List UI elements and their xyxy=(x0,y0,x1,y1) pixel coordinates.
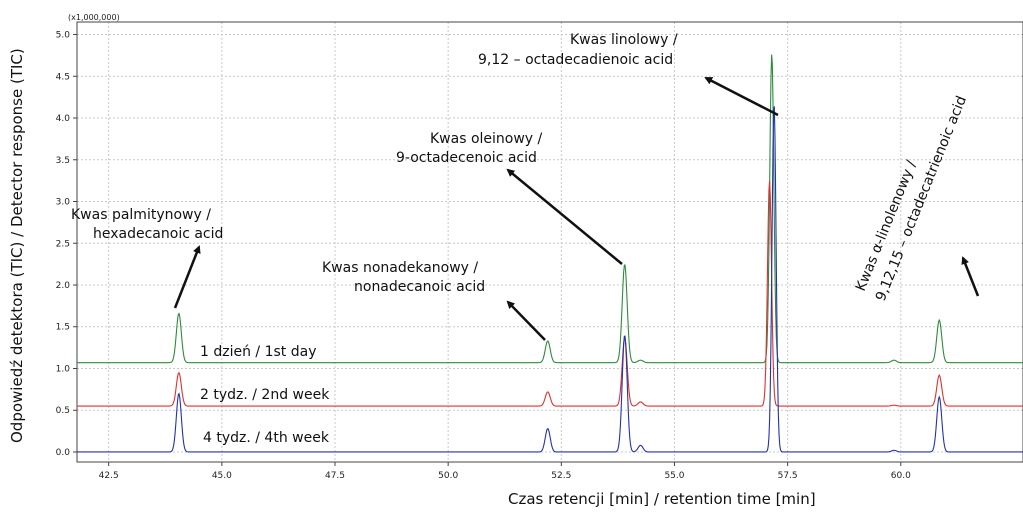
x-tick-label: 60.0 xyxy=(891,471,911,481)
arrow-oleic xyxy=(506,168,623,265)
y-tick-label: 4.5 xyxy=(56,72,70,82)
arrow-linolenic xyxy=(961,256,980,297)
x-axis-ticks: 42.5 45.0 47.5 50.0 52.5 55.0 57.5 60.0 xyxy=(99,462,911,481)
x-tick-label: 50.0 xyxy=(438,471,458,481)
series-label-2nd-week: 2 tydz. / 2nd week xyxy=(200,387,330,403)
y-tick-label: 0.5 xyxy=(56,406,70,416)
series-line-1 xyxy=(77,54,1023,364)
x-tick-label: 57.5 xyxy=(778,471,798,481)
x-tick-label: 45.0 xyxy=(212,471,232,481)
x-tick-label: 42.5 xyxy=(99,471,119,481)
annotation-nonadecanoic-line1: Kwas nonadekanowy / xyxy=(322,260,478,276)
annotation-oleic-line1: Kwas oleinowy / xyxy=(430,131,543,147)
series-label-4th-week: 4 tydz. / 4th week xyxy=(203,430,330,446)
annotation-nonadecanoic-line2: nonadecanoic acid xyxy=(354,279,485,295)
series-label-1st-day: 1 dzień / 1st day xyxy=(200,344,316,360)
y-tick-label: 2.5 xyxy=(56,239,70,249)
y-tick-label: 1.5 xyxy=(56,323,70,333)
y-tick-label: 0.0 xyxy=(56,448,71,458)
y-axis-ticks: 0.0 0.5 1.0 1.5 2.0 2.5 3.0 3.5 4.0 4.5 5.0 xyxy=(56,31,77,458)
y-tick-label: 4.0 xyxy=(56,114,71,124)
plot-frame xyxy=(76,21,1023,463)
x-tick-label: 55.0 xyxy=(664,471,684,481)
y-tick-label: 1.0 xyxy=(56,364,71,374)
annotation-palmitic-line1: Kwas palmitynowy / xyxy=(71,207,211,223)
series-layer xyxy=(77,54,1023,453)
annotation-oleic-line2: 9-octadecenoic acid xyxy=(396,150,537,166)
y-axis-title: Odpowiedź detektora (TIC) / Detector res… xyxy=(8,48,26,443)
y-multiplier-label: (x1,000,000) xyxy=(68,13,120,22)
x-axis-title: Czas retencji [min] / retention time [mi… xyxy=(508,490,816,508)
y-tick-label: 3.5 xyxy=(56,156,70,166)
series-line-2 xyxy=(77,180,1023,407)
x-tick-label: 47.5 xyxy=(325,471,345,481)
y-tick-label: 3.0 xyxy=(56,198,71,208)
arrow-palmitic xyxy=(173,245,201,309)
x-tick-label: 52.5 xyxy=(551,471,571,481)
series-line-3 xyxy=(77,106,1023,453)
annotation-linoleic-line2: 9,12 – octadecadienoic acid xyxy=(478,52,673,68)
annotation-linoleic-line1: Kwas linolowy / xyxy=(570,32,678,48)
arrow-linoleic xyxy=(704,76,779,117)
annotation-palmitic-line2: hexadecanoic acid xyxy=(93,226,223,242)
y-tick-label: 5.0 xyxy=(56,31,71,41)
y-tick-label: 2.0 xyxy=(56,281,71,291)
annotation-linolenic-line2: 9,12,15 – octadecatrienoic acid xyxy=(873,94,970,304)
arrow-nonadecanoic xyxy=(506,300,546,341)
